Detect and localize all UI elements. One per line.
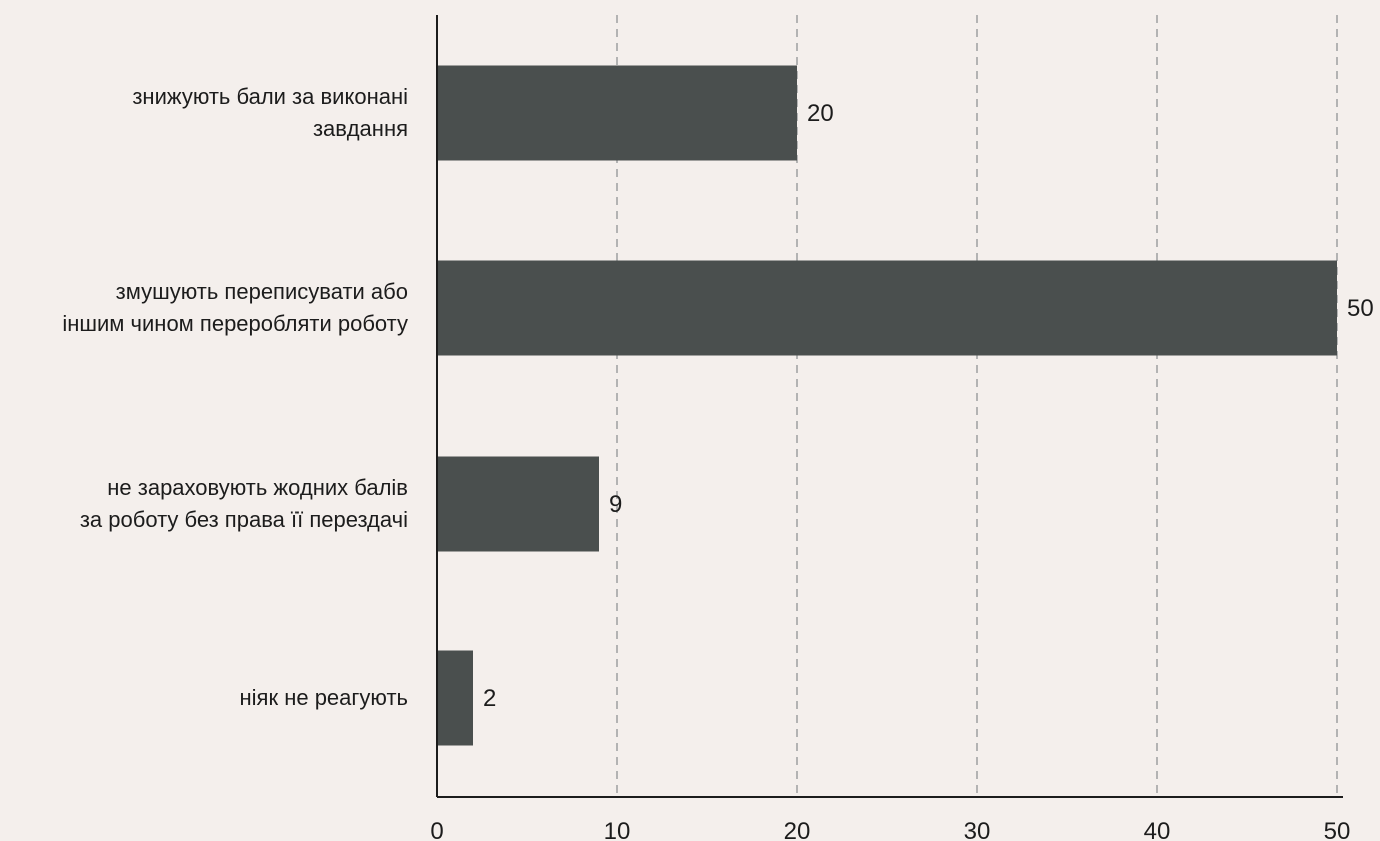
bars bbox=[437, 65, 1337, 746]
category-label-line: завдання bbox=[313, 116, 408, 141]
category-label-line: знижують бали за виконані bbox=[132, 84, 408, 109]
value-label-3: 2 bbox=[483, 685, 496, 712]
category-label-line: ніяк не реагують bbox=[240, 685, 408, 710]
value-label-1: 50 bbox=[1347, 295, 1374, 322]
category-label-line: іншим чином переробляти роботу bbox=[62, 311, 408, 336]
category-label-1: змушують переписувати або іншим чином пер… bbox=[62, 279, 408, 336]
bar-3 bbox=[437, 650, 473, 746]
x-tick-label-50: 50 bbox=[1324, 818, 1351, 841]
x-tick-label-40: 40 bbox=[1144, 818, 1171, 841]
category-label-line: не зараховують жодних балів bbox=[107, 475, 408, 500]
x-tick-label-20: 20 bbox=[784, 818, 811, 841]
bar-1 bbox=[437, 260, 1337, 356]
bar-2 bbox=[437, 456, 599, 552]
category-label-2: не зараховують жодних балів за роботу без… bbox=[80, 475, 408, 532]
x-tick-label-0: 0 bbox=[430, 818, 443, 841]
category-label-line: змушують переписувати або bbox=[116, 279, 408, 304]
value-label-2: 9 bbox=[609, 491, 622, 518]
category-label-line: за роботу без права її перездачі bbox=[80, 507, 408, 532]
bar-0 bbox=[437, 65, 797, 161]
axes bbox=[436, 15, 1343, 798]
x-tick-label-10: 10 bbox=[604, 818, 631, 841]
category-label-3: ніяк не реагують bbox=[240, 685, 408, 710]
x-tick-label-30: 30 bbox=[964, 818, 991, 841]
category-label-0: знижують бали за виконані завдання bbox=[132, 84, 408, 141]
value-label-0: 20 bbox=[807, 100, 834, 127]
